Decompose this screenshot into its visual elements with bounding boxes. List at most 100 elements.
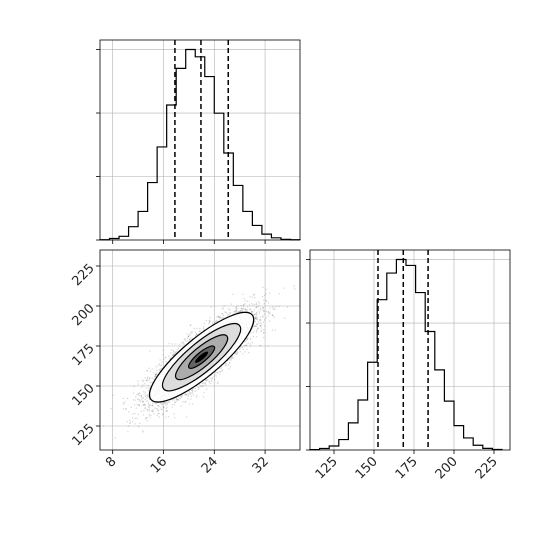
scatter-point: [189, 325, 191, 327]
scatter-point: [200, 385, 202, 387]
scatter-point: [140, 410, 142, 412]
scatter-point: [166, 403, 168, 406]
scatter-point: [204, 382, 206, 384]
scatter-point: [161, 414, 163, 416]
scatter-point: [155, 402, 157, 404]
scatter-point: [236, 311, 238, 313]
scatter-point: [190, 331, 192, 333]
scatter-point: [230, 303, 232, 305]
scatter-point: [200, 331, 203, 333]
scatter-point: [258, 304, 260, 307]
scatter-point: [158, 363, 161, 365]
scatter-point: [146, 369, 149, 372]
scatter-point: [255, 311, 258, 314]
scatter-point: [180, 405, 182, 407]
scatter-point: [217, 315, 219, 317]
scatter-point: [149, 387, 151, 389]
scatter-point: [190, 332, 192, 334]
scatter-point: [203, 329, 205, 331]
scatter-point: [179, 343, 181, 345]
scatter-point: [232, 293, 234, 295]
scatter-point: [160, 408, 163, 410]
scatter-point: [262, 315, 264, 317]
scatter-point: [228, 368, 230, 370]
scatter-point: [149, 370, 151, 373]
scatter-point: [173, 353, 175, 356]
scatter-point: [190, 389, 193, 392]
scatter-point: [224, 364, 226, 367]
scatter-point: [147, 390, 149, 392]
scatter-point: [256, 314, 258, 316]
scatter-point: [129, 421, 131, 424]
scatter-point: [134, 423, 136, 425]
scatter-point: [147, 395, 149, 398]
scatter-point: [202, 382, 205, 384]
scatter-point: [241, 308, 243, 310]
scatter-point: [244, 300, 246, 302]
scatter-point: [231, 355, 233, 357]
scatter-point: [173, 350, 175, 352]
scatter-point: [262, 295, 264, 298]
scatter-point: [146, 376, 149, 378]
scatter-point: [151, 377, 153, 379]
scatter-point: [249, 296, 251, 298]
scatter-point: [148, 406, 150, 408]
scatter-point: [207, 379, 209, 381]
scatter-point: [148, 414, 150, 416]
scatter-point: [208, 380, 210, 383]
scatter-point: [138, 394, 140, 397]
scatter-point: [294, 288, 296, 290]
scatter-point: [167, 416, 170, 418]
scatter-point: [230, 358, 232, 360]
scatter-point: [233, 311, 235, 313]
scatter-point: [152, 404, 154, 407]
scatter-point: [175, 398, 178, 400]
histogram-bar: [406, 265, 416, 450]
scatter-point: [242, 293, 244, 295]
scatter-point: [263, 294, 266, 297]
scatter-point: [148, 397, 151, 399]
scatter-point: [235, 307, 237, 310]
scatter-point: [197, 388, 199, 390]
scatter-point: [227, 308, 230, 310]
scatter-point: [259, 316, 262, 318]
scatter-point: [254, 325, 256, 327]
scatter-point: [172, 354, 174, 356]
scatter-point: [241, 310, 243, 312]
scatter-point: [196, 328, 198, 330]
scatter-point: [244, 309, 247, 311]
scatter-point: [210, 382, 212, 385]
scatter-point: [190, 395, 193, 398]
histogram-bar: [205, 77, 215, 240]
histogram-bar: [195, 57, 205, 240]
scatter-point: [232, 357, 234, 359]
scatter-point: [144, 398, 146, 400]
scatter-point: [245, 308, 247, 311]
scatter-point: [265, 317, 267, 319]
scatter-point: [208, 319, 211, 321]
scatter-point: [154, 375, 156, 377]
scatter-point: [164, 356, 166, 358]
scatter-point: [148, 409, 151, 411]
scatter-point: [174, 404, 176, 406]
scatter-point: [250, 337, 252, 339]
scatter-point: [161, 403, 164, 405]
scatter-point: [159, 407, 161, 409]
scatter-point: [127, 431, 129, 433]
scatter-point: [172, 403, 174, 406]
x-tick-label: 125: [313, 454, 341, 482]
scatter-point: [222, 314, 225, 316]
scatter-point: [259, 324, 261, 327]
scatter-point: [255, 316, 257, 319]
scatter-point: [195, 396, 198, 398]
scatter-point: [229, 358, 231, 360]
scatter-point: [126, 397, 129, 400]
scatter-point: [228, 362, 231, 365]
scatter-point: [213, 376, 215, 378]
scatter-point: [242, 305, 244, 307]
scatter-point: [198, 330, 201, 333]
scatter-point: [142, 397, 144, 399]
scatter-point: [265, 293, 267, 295]
histogram-bar: [157, 147, 167, 240]
scatter-point: [284, 317, 286, 319]
